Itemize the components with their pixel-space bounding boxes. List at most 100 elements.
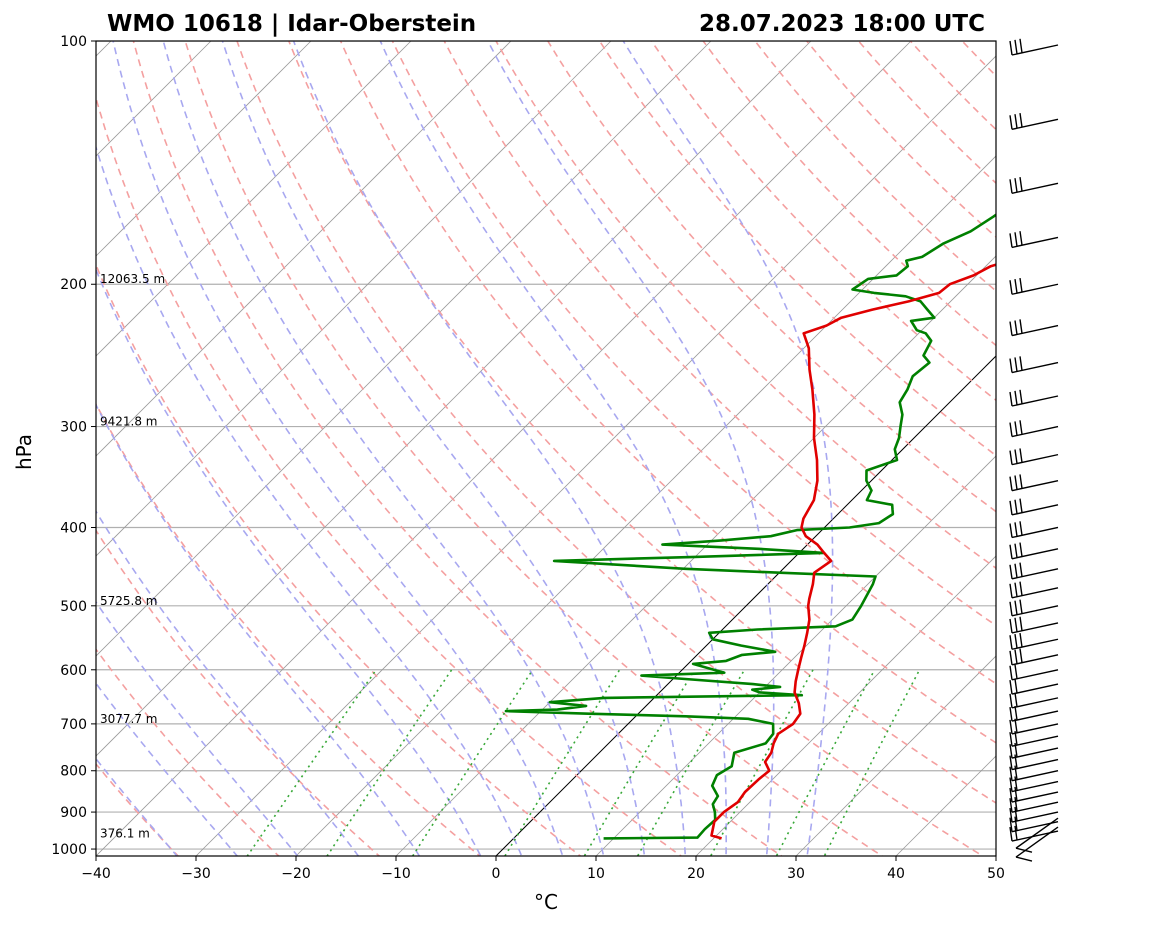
isotherm-line — [395, 255, 996, 856]
wind-barb — [1009, 765, 1059, 782]
dry-adiabat-line — [857, 41, 996, 185]
mixing-ratio-line — [823, 669, 921, 856]
isotherm-line — [1096, 41, 1160, 856]
y-tick-label: 300 — [60, 420, 87, 436]
dry-adiabat-line — [236, 41, 985, 856]
x-tick-label: 20 — [687, 866, 705, 882]
dry-adiabat-line — [339, 41, 996, 744]
moist-adiabat-line — [96, 757, 179, 856]
dry-adiabat-line — [96, 762, 180, 856]
wind-barb — [1009, 38, 1059, 56]
y-tick-label: 1000 — [51, 842, 87, 858]
moist-adiabat-line — [96, 600, 299, 856]
wind-barb — [1009, 806, 1059, 823]
wind-barb — [1009, 786, 1059, 803]
x-tick-label: 10 — [587, 866, 605, 882]
dry-adiabat-line — [96, 402, 482, 856]
wind-barb — [1009, 498, 1059, 516]
plot-frame — [95, 40, 997, 857]
wind-barb — [1009, 616, 1059, 634]
wind-barb — [1009, 664, 1059, 681]
x-tick-label: −20 — [281, 866, 311, 882]
dry-adiabat-line — [598, 41, 996, 457]
x-tick-label: −30 — [181, 866, 211, 882]
height-label: 5725.8 m — [100, 594, 158, 608]
y-axis-label: hPa — [12, 434, 36, 470]
isotherm-line — [96, 41, 412, 357]
isotherm-line — [195, 55, 996, 856]
mixing-ratio-line — [775, 669, 876, 856]
wind-barb — [1009, 581, 1059, 599]
moist-adiabat-line — [379, 41, 727, 856]
moist-adiabat-line — [112, 41, 564, 856]
height-label: 3077.7 m — [100, 712, 158, 726]
wind-barb — [1009, 319, 1059, 337]
wind-barbs — [1009, 38, 1059, 862]
wind-barb — [1009, 356, 1059, 374]
isotherm-line — [595, 455, 996, 856]
dry-adiabat-line — [132, 41, 783, 856]
moist-adiabat-line — [622, 41, 834, 856]
isotherm-line — [695, 555, 996, 856]
isotherm-line — [895, 755, 996, 856]
wind-barb — [1009, 389, 1059, 407]
mixing-ratio-line — [583, 669, 696, 856]
temperature-line — [710, 263, 996, 840]
x-tick-label: 0 — [492, 866, 501, 882]
y-tick-label: 600 — [60, 663, 87, 679]
height-label: 9421.8 m — [100, 415, 158, 429]
wind-barb — [1009, 825, 1059, 842]
dry-adiabat-line — [96, 648, 280, 856]
isotherm-line — [96, 41, 312, 257]
height-label: 12063.5 m — [100, 272, 165, 286]
mixing-ratio-line — [246, 669, 377, 856]
profile-lines — [504, 213, 996, 840]
y-tick-label: 900 — [60, 805, 87, 821]
wind-barb — [1009, 632, 1059, 650]
isotherm-line — [96, 41, 712, 657]
mixing-ratio-line — [503, 669, 621, 856]
isotherm-line — [795, 655, 996, 856]
dry-adiabat-line — [287, 41, 996, 804]
background-lines — [0, 23, 1160, 866]
wind-barb — [1009, 542, 1059, 560]
moist-adiabat-line — [221, 41, 646, 856]
dewpoint-line — [504, 213, 996, 840]
dry-adiabat-line — [96, 95, 683, 856]
moist-adiabat-line — [162, 41, 605, 856]
wind-barb — [1009, 277, 1059, 295]
moist-adiabat-line — [96, 267, 482, 856]
moist-adiabat-line — [292, 41, 687, 856]
dry-adiabat-line — [546, 41, 996, 513]
isotherm-line — [96, 41, 512, 457]
isotherm-line — [0, 41, 11, 856]
dry-adiabat-line — [961, 41, 996, 78]
dry-adiabat-line — [702, 41, 996, 347]
moist-adiabat-line — [487, 41, 775, 856]
wind-barb — [1009, 474, 1059, 492]
isotherm-line — [96, 41, 612, 557]
y-tick-label: 700 — [60, 717, 87, 733]
chart-title-station: WMO 10618 | Idar-Oberstein — [107, 11, 476, 37]
wind-barb — [1009, 648, 1059, 666]
isotherm-line — [96, 41, 912, 856]
x-axis-label: °C — [534, 890, 558, 914]
wind-barb — [1009, 176, 1059, 194]
dry-adiabat-line — [96, 262, 582, 856]
dry-adiabat-line — [997, 23, 1160, 866]
wind-barb — [1009, 231, 1059, 249]
mixing-ratio-line — [709, 669, 814, 856]
y-tick-label: 100 — [60, 34, 87, 50]
x-tick-label: −10 — [381, 866, 411, 882]
height-labels: 12063.5 m 9421.8 m 5725.8 m 3077.7 m 376.1 m — [100, 272, 165, 840]
dry-adiabat-line — [805, 41, 996, 239]
wind-barb — [1009, 521, 1059, 539]
y-tick-label: 400 — [60, 520, 87, 536]
wind-barb — [1009, 816, 1059, 833]
wind-barb — [1009, 692, 1059, 709]
dry-adiabat-line — [443, 41, 996, 627]
y-axis: 100 200 300 400 500 600 700 800 900 1000 — [51, 34, 96, 858]
x-tick-label: −40 — [81, 866, 111, 882]
height-label: 376.1 m — [100, 826, 150, 840]
